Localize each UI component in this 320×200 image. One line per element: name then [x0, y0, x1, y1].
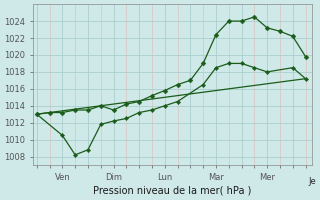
X-axis label: Pression niveau de la mer( hPa ): Pression niveau de la mer( hPa ): [93, 186, 252, 196]
Text: Je: Je: [308, 177, 316, 186]
